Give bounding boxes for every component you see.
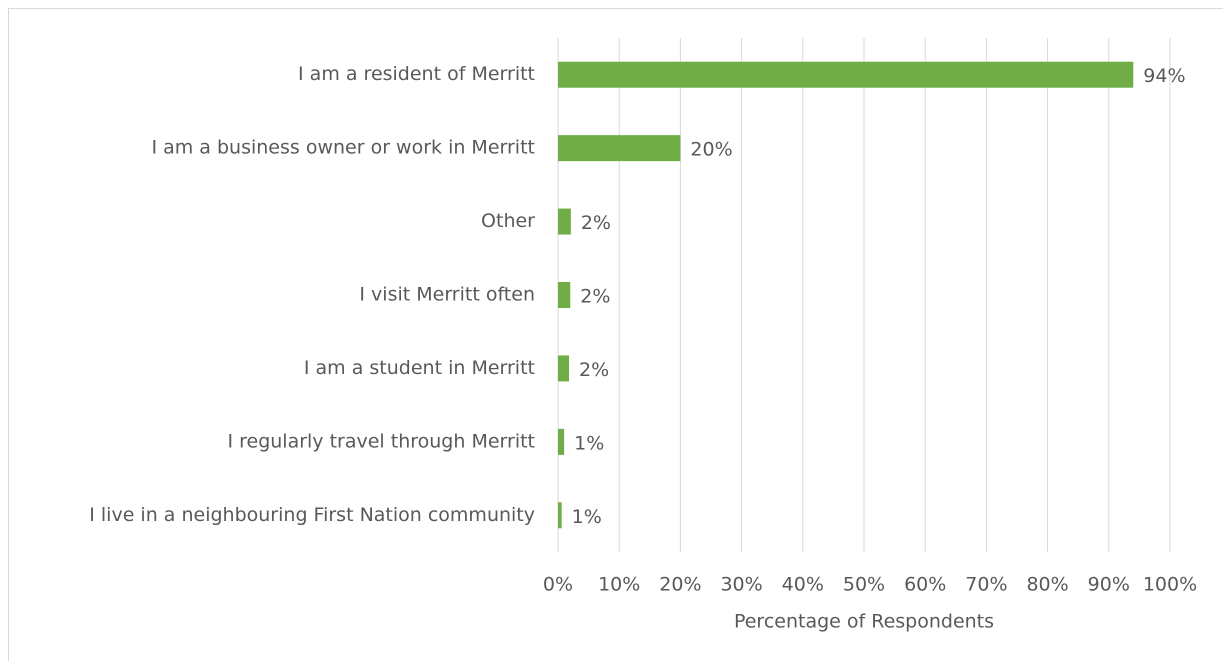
x-tick-label: 80% — [1026, 574, 1068, 596]
data-label: 20% — [690, 139, 732, 161]
x-tick-label: 10% — [598, 574, 640, 596]
chart-border — [8, 8, 1223, 661]
x-tick-label: 100% — [1143, 574, 1197, 596]
x-tick-label: 20% — [659, 574, 701, 596]
data-label: 1% — [572, 506, 602, 528]
x-tick-label: 70% — [965, 574, 1007, 596]
y-tick-label: I live in a neighbouring First Nation co… — [89, 504, 535, 526]
x-tick-label: 40% — [782, 574, 824, 596]
data-label: 2% — [579, 359, 609, 381]
y-tick-label: I visit Merritt often — [359, 284, 535, 306]
y-tick-label: I am a student in Merritt — [304, 357, 535, 379]
x-tick-label: 60% — [904, 574, 946, 596]
bar — [558, 282, 571, 308]
x-tick-label: 50% — [843, 574, 885, 596]
y-tick-label: I am a resident of Merritt — [298, 63, 535, 85]
x-tick-label: 30% — [720, 574, 762, 596]
y-tick-label: I regularly travel through Merritt — [227, 430, 535, 452]
bar — [558, 135, 681, 162]
bar — [558, 502, 562, 529]
bar — [558, 355, 570, 382]
bar — [558, 208, 571, 235]
data-label: 2% — [581, 212, 611, 234]
data-label: 2% — [580, 286, 610, 308]
data-label: 94% — [1143, 65, 1185, 87]
bar — [558, 428, 565, 455]
x-tick-label: 90% — [1088, 574, 1130, 596]
y-tick-label: Other — [481, 210, 535, 232]
bar — [558, 61, 1134, 88]
y-tick-label: I am a business owner or work in Merritt — [151, 137, 535, 159]
data-label: 1% — [574, 432, 604, 454]
x-axis-title: Percentage of Respondents — [734, 611, 994, 633]
x-tick-label: 0% — [543, 574, 573, 596]
